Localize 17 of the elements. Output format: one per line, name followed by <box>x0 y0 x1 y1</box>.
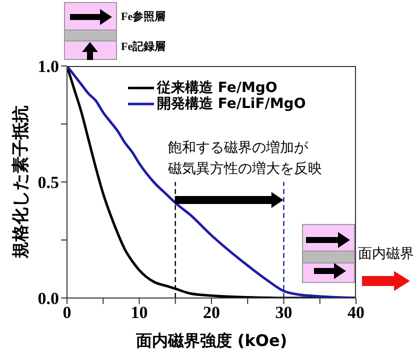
y-axis-title: 規格化した素子抵抗 <box>11 106 32 260</box>
y-tick-label: 0.5 <box>38 173 59 192</box>
text: Fe参照層 <box>121 11 166 24</box>
legend-label: 従来構造 Fe/MgO <box>157 79 278 96</box>
x-tick-label: 30 <box>275 303 292 322</box>
annotation: 飽和する磁界の増加が <box>168 140 308 157</box>
annotation: 磁気異方性の増大を反映 <box>168 161 322 178</box>
x-tick-label: 40 <box>348 303 364 322</box>
text: 面内磁界 <box>358 246 414 263</box>
legend-label: 開発構造 Fe/LiF/MgO <box>157 95 306 113</box>
y-tick-label: 0.0 <box>38 289 59 308</box>
x-axis-title: 面内磁界強度 (kOe) <box>134 331 288 350</box>
x-tick-label: 10 <box>130 303 148 322</box>
y-tick-label: 1.0 <box>38 57 59 76</box>
x-tick-label: 0 <box>62 303 72 322</box>
text: Fe記録層 <box>121 41 166 54</box>
x-tick-label: 20 <box>203 303 220 322</box>
